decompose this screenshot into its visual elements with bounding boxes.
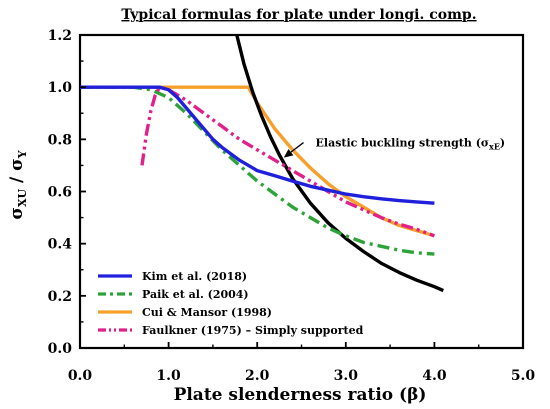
series-line-1 (80, 85, 435, 256)
x-tick-label: 1.0 (156, 368, 181, 384)
annotation-arrow (290, 142, 304, 153)
y-axis-title-sub-xu: XU (16, 188, 29, 207)
y-tick-label: 0.6 (48, 185, 72, 201)
y-tick-label: 0.4 (48, 237, 73, 253)
legend-label: Kim et al. (2018) (142, 270, 247, 283)
series-line-2 (80, 85, 435, 238)
y-tick-label: 1.2 (48, 28, 72, 44)
series-line-3 (140, 85, 435, 238)
annotation-label: Elastic buckling strength (σxE) (316, 137, 506, 152)
series-line-0 (80, 85, 435, 205)
x-tick-label: 4.0 (422, 368, 447, 384)
annotation-label-close: ) (500, 137, 505, 150)
x-tick-label: 5.0 (511, 368, 536, 384)
series-layer (80, 35, 444, 293)
legend: Kim et al. (2018) Paik et al. (2004) Cui &… (98, 270, 364, 337)
y-tick-label: 0.8 (48, 132, 72, 148)
y-tick-label: 1.0 (48, 80, 73, 96)
x-tick-label: 0.0 (68, 368, 93, 384)
y-axis-title-sub-y: Y (16, 150, 29, 159)
x-tick-label: 3.0 (334, 368, 359, 384)
ticks-layer: 0.0 1.0 2.0 3.0 4.0 5.0 0.0 0.2 0.4 0.6 0.8 1.0 1.2 (48, 28, 536, 384)
chart-title: Typical formulas for plate under longi. … (121, 7, 476, 23)
annotation-label-main: Elastic buckling strength (σ (316, 137, 490, 150)
x-tick-label: 2.0 (245, 368, 270, 384)
y-axis-title-sigma: σ (7, 207, 27, 220)
annotation: Elastic buckling strength (σxE) (283, 137, 506, 158)
y-tick-label: 0.2 (48, 289, 72, 305)
y-axis-title-sigma-y: σ (7, 158, 27, 171)
y-axis-title: σXU / σY (7, 150, 29, 219)
svg-text:σXU / σY: σXU / σY (7, 150, 29, 219)
y-tick-label: 0.0 (48, 341, 73, 357)
x-axis-title: Plate slenderness ratio (β) (174, 385, 427, 405)
y-axis-title-sep: / (7, 171, 27, 189)
annotation-label-sub: xE (489, 142, 500, 152)
annotation-arrow-head (283, 148, 294, 158)
legend-label: Faulkner (1975) – Simply supported (142, 324, 364, 337)
legend-label: Paik et al. (2004) (142, 288, 249, 301)
series-line-4 (235, 35, 444, 293)
legend-label: Cui & Mansor (1998) (142, 306, 272, 319)
